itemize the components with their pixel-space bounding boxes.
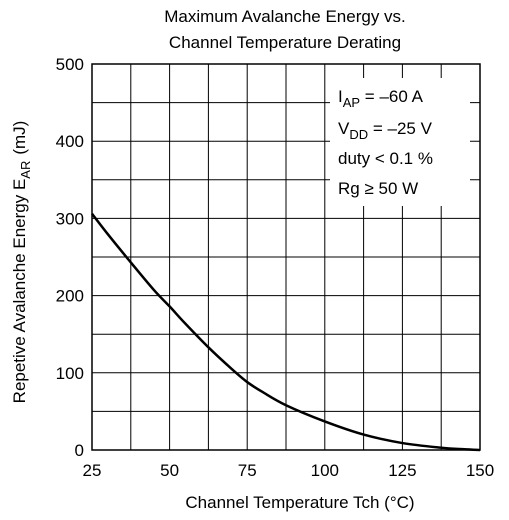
y-tick-label: 300: [56, 209, 84, 228]
annotation-lines: IAP = –60 A VDD = –25 V duty < 0.1 % Rg …: [338, 87, 433, 198]
y-tick-labels: 0 100 200 300 400 500: [56, 55, 84, 460]
y-tick-label: 500: [56, 55, 84, 74]
y-axis-label: Repetive Avalanche Energy EAR(mJ): [10, 121, 33, 404]
annotation-box: [330, 78, 470, 206]
annotation-rg: Rg ≥ 50 W: [338, 179, 418, 198]
annotation-vdd: VDD = –25 V: [338, 119, 433, 142]
x-tick-label: 25: [83, 461, 102, 480]
x-tick-label: 125: [388, 461, 416, 480]
x-tick-labels: 25 50 75 100 125 150: [83, 461, 495, 480]
x-tick-label: 50: [160, 461, 179, 480]
y-tick-label: 200: [56, 287, 84, 306]
annotation-iap: IAP = –60 A: [338, 87, 424, 110]
derating-curve: [91, 213, 481, 452]
chart-title-line-1: Maximum Avalanche Energy vs.: [164, 7, 406, 26]
x-tick-label: 100: [311, 461, 339, 480]
x-tick-label: 75: [238, 461, 257, 480]
chart-title-line-2: Channel Temperature Derating: [169, 33, 401, 52]
y-tick-label: 400: [56, 132, 84, 151]
y-tick-label: 100: [56, 364, 84, 383]
x-axis-label: Channel Temperature Tch (°C): [185, 493, 414, 512]
plot-frame: [91, 63, 481, 451]
x-tick-label: 150: [466, 461, 494, 480]
annotation-duty: duty < 0.1 %: [338, 149, 433, 168]
y-tick-label: 0: [75, 441, 84, 460]
